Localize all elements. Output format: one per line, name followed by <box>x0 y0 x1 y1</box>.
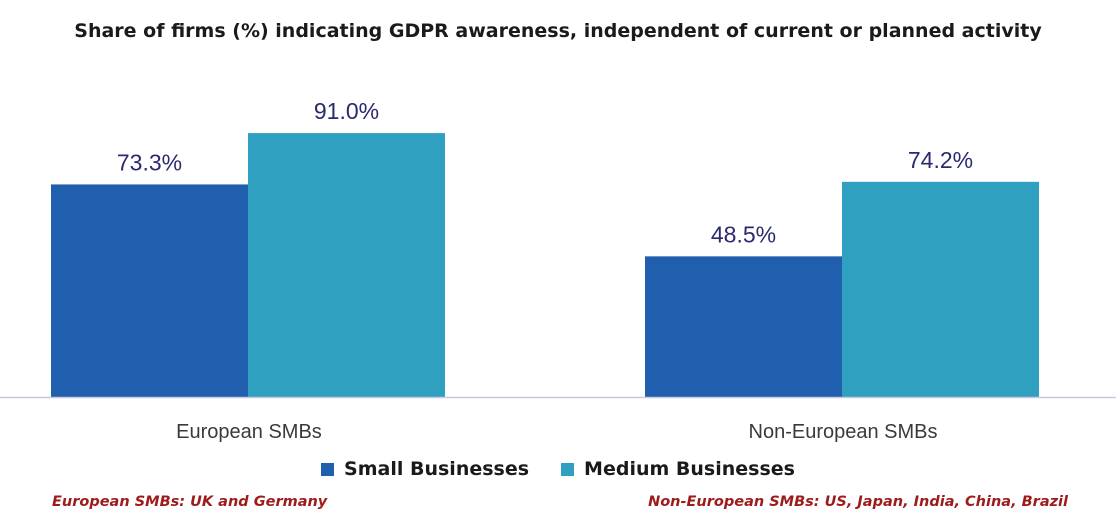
bar-medium-european <box>248 133 445 397</box>
legend-label-small: Small Businesses <box>344 458 530 480</box>
legend-item-small: Small Businesses <box>321 458 529 480</box>
data-label-small-non-european: 48.5% <box>711 221 776 247</box>
data-label-small-european: 73.3% <box>117 149 182 175</box>
legend-swatch-small <box>321 462 335 476</box>
bar-small-non-european <box>645 256 842 397</box>
category-label-european: European SMBs <box>176 421 322 443</box>
legend-item-medium: Medium Businesses <box>561 458 795 480</box>
data-label-medium-european: 91.0% <box>314 98 379 124</box>
footnote-non-european: Non-European SMBs: US, Japan, India, Chi… <box>648 494 1068 510</box>
category-label-non-european: Non-European SMBs <box>749 421 938 443</box>
legend-label-medium: Medium Businesses <box>584 458 795 480</box>
legend: Small Businesses Medium Businesses <box>0 458 1116 480</box>
chart-title: Share of firms (%) indicating GDPR aware… <box>74 20 1042 42</box>
footnote-european: European SMBs: UK and Germany <box>52 494 328 510</box>
bar-medium-non-european <box>842 181 1039 397</box>
bar-small-european <box>51 184 248 397</box>
legend-swatch-medium <box>561 462 575 476</box>
data-label-medium-non-european: 74.2% <box>908 147 973 173</box>
